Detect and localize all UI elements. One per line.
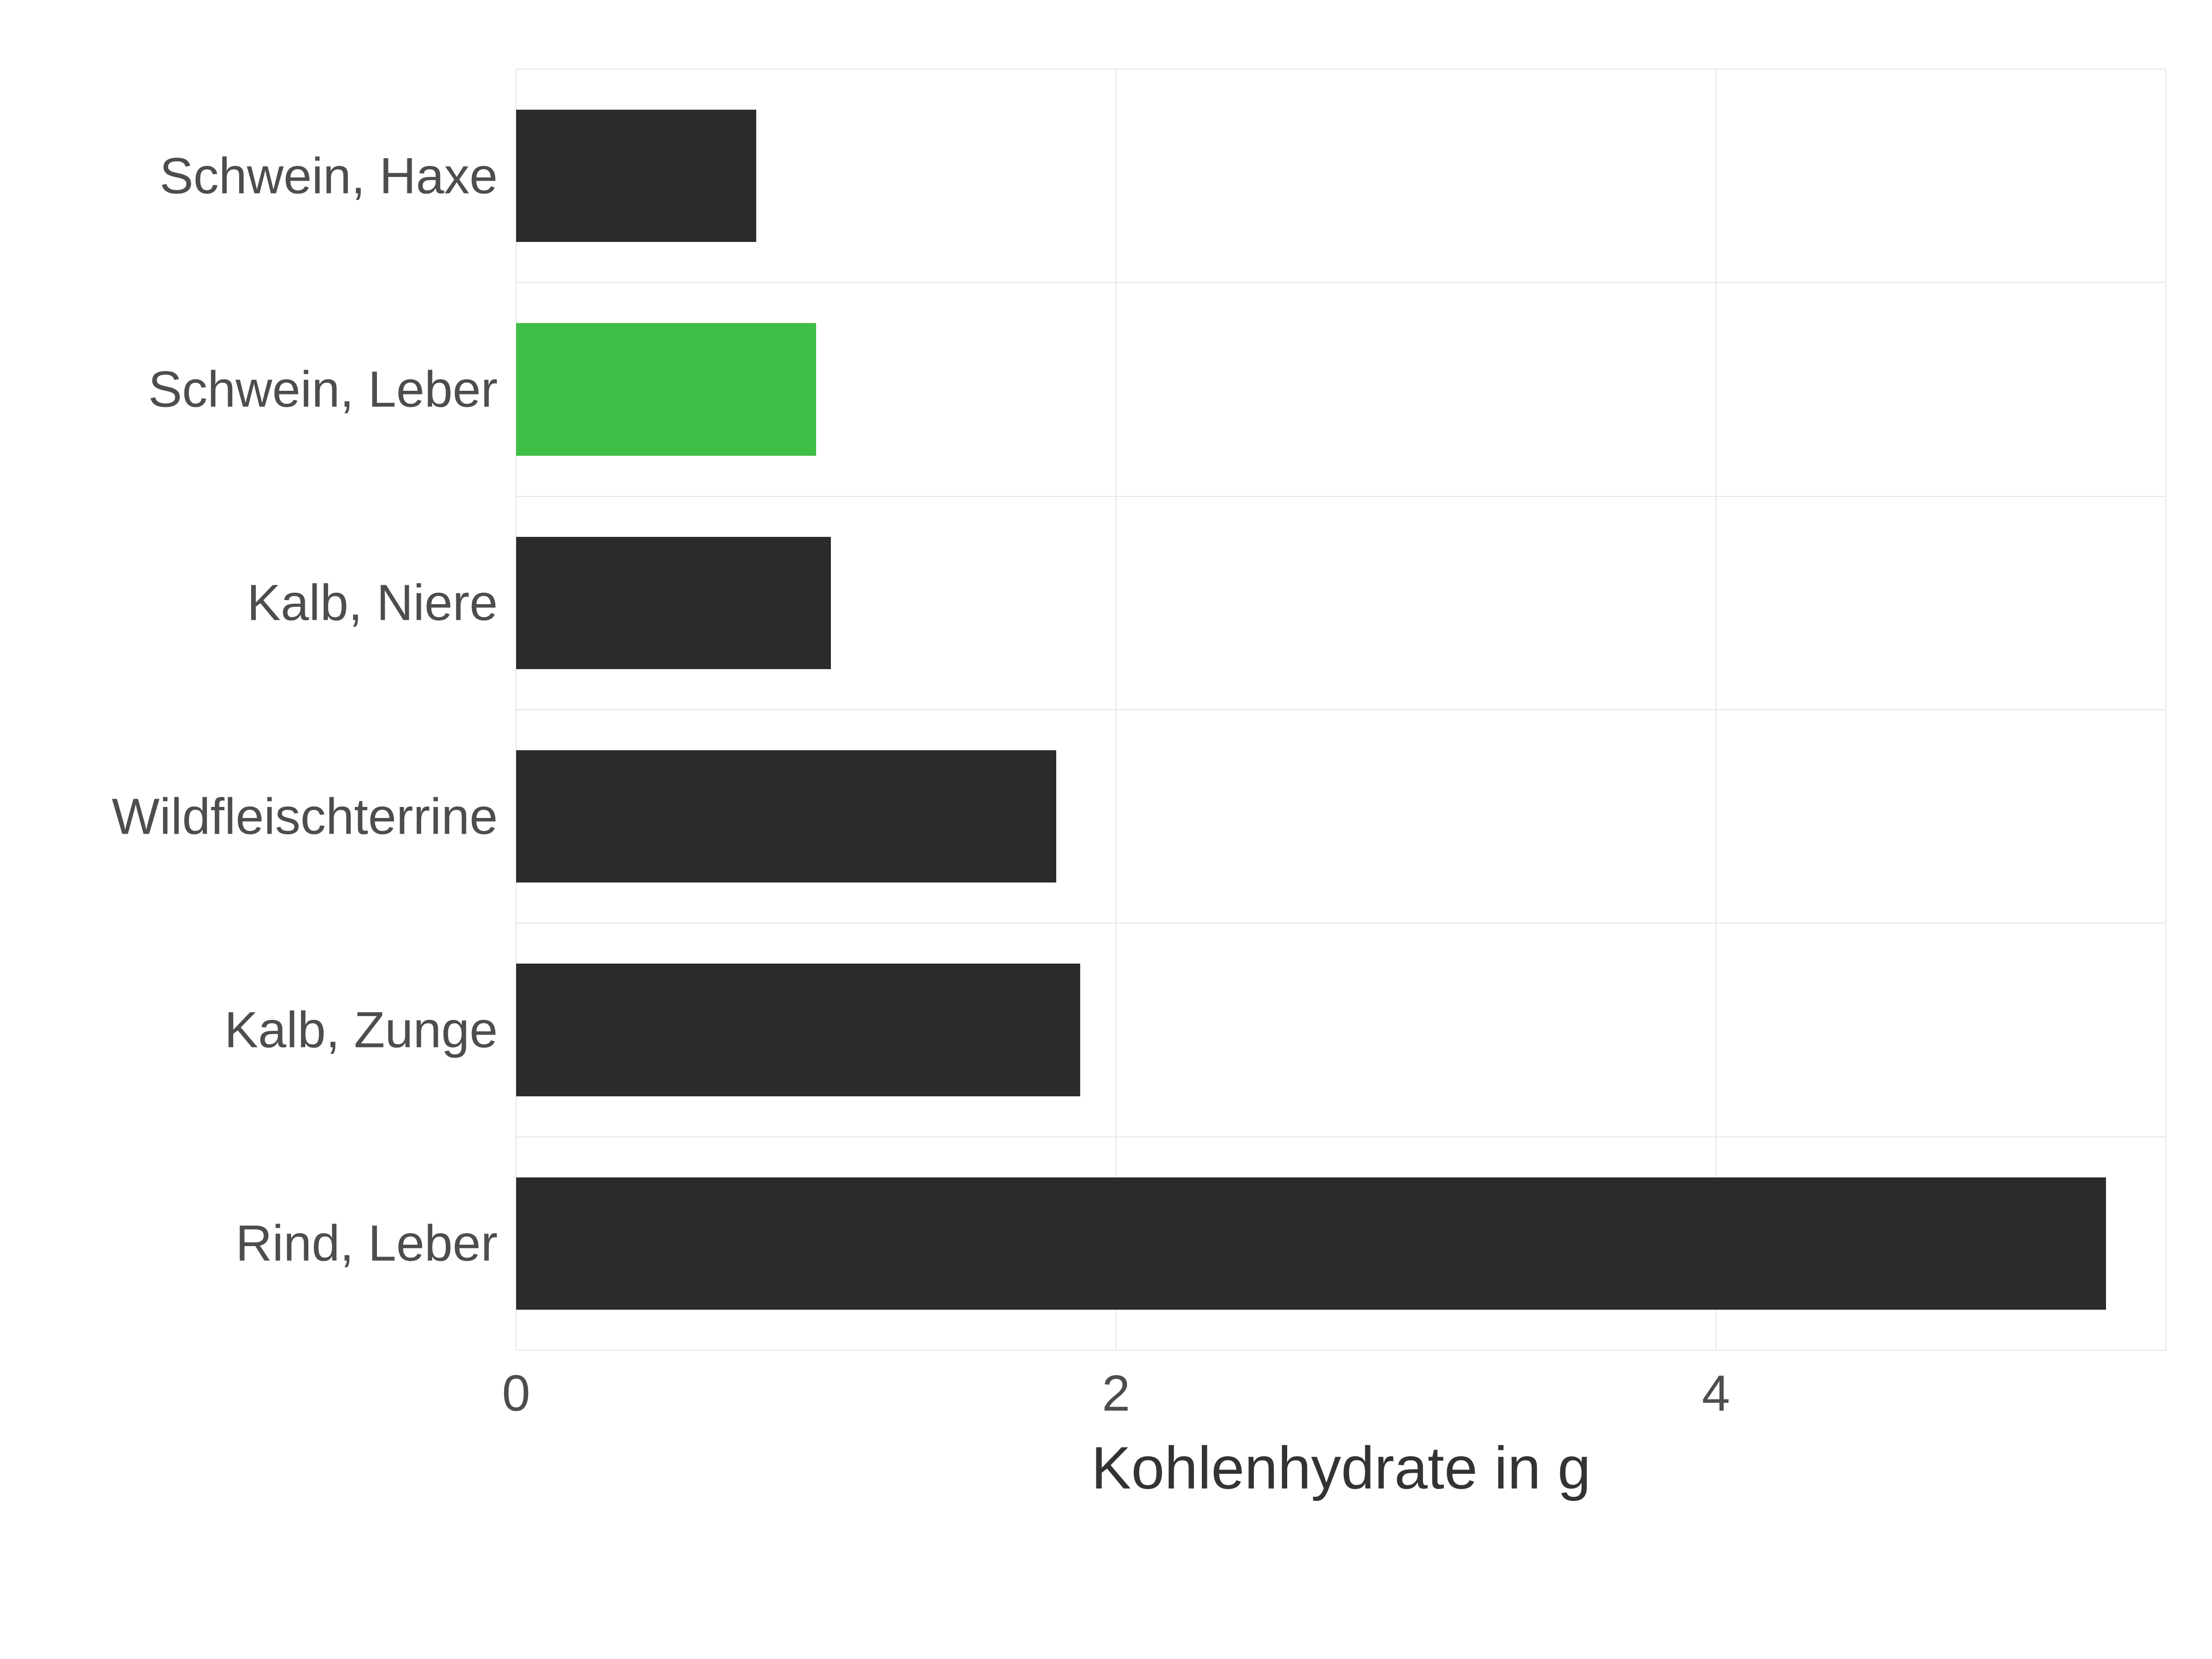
gridline-v [516,69,517,1350]
y-tick-label: Wildfleischterrine [112,787,498,846]
gridline-h [516,496,2166,497]
x-axis-title: Kohlenhydrate in g [1091,1433,1591,1502]
bar [516,537,831,669]
chart-container: Schwein, Haxe Schwein, Leber Kalb, Niere Wi… [0,0,2212,1659]
y-tick-label: Kalb, Zunge [224,1001,498,1059]
plot-area [516,69,2166,1350]
gridline-h [516,1136,2166,1137]
gridline-h [516,1350,2166,1351]
gridline-h [516,69,2166,70]
bar [516,110,756,242]
x-tick-label: 2 [1102,1364,1130,1423]
gridline-v [1116,69,1117,1350]
x-tick-label: 4 [1702,1364,1730,1423]
bar [516,1177,2106,1310]
bar [516,964,1080,1096]
x-tick-label: 0 [502,1364,530,1423]
gridline-v [1716,69,1717,1350]
gridline-h [516,923,2166,924]
y-tick-label: Rind, Leber [235,1214,498,1273]
bar [516,323,816,455]
y-tick-label: Schwein, Haxe [159,147,498,205]
gridline-h [516,709,2166,710]
y-tick-label: Schwein, Leber [148,360,498,419]
bar [516,750,1056,882]
gridline-v [2165,69,2166,1350]
y-tick-label: Kalb, Niere [247,574,498,632]
gridline-h [516,282,2166,283]
